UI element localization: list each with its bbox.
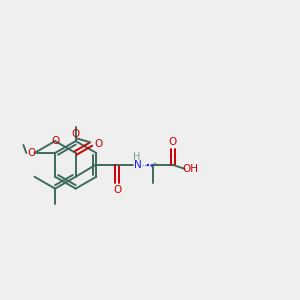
Text: O: O xyxy=(94,139,102,149)
Text: OH: OH xyxy=(183,164,199,174)
Text: H: H xyxy=(134,152,141,162)
Text: O: O xyxy=(113,184,122,195)
Text: O: O xyxy=(27,148,35,158)
Text: *: * xyxy=(153,162,157,171)
Text: O: O xyxy=(51,136,59,146)
Text: O: O xyxy=(72,129,80,139)
Text: N: N xyxy=(134,160,142,170)
Text: O: O xyxy=(169,137,177,147)
